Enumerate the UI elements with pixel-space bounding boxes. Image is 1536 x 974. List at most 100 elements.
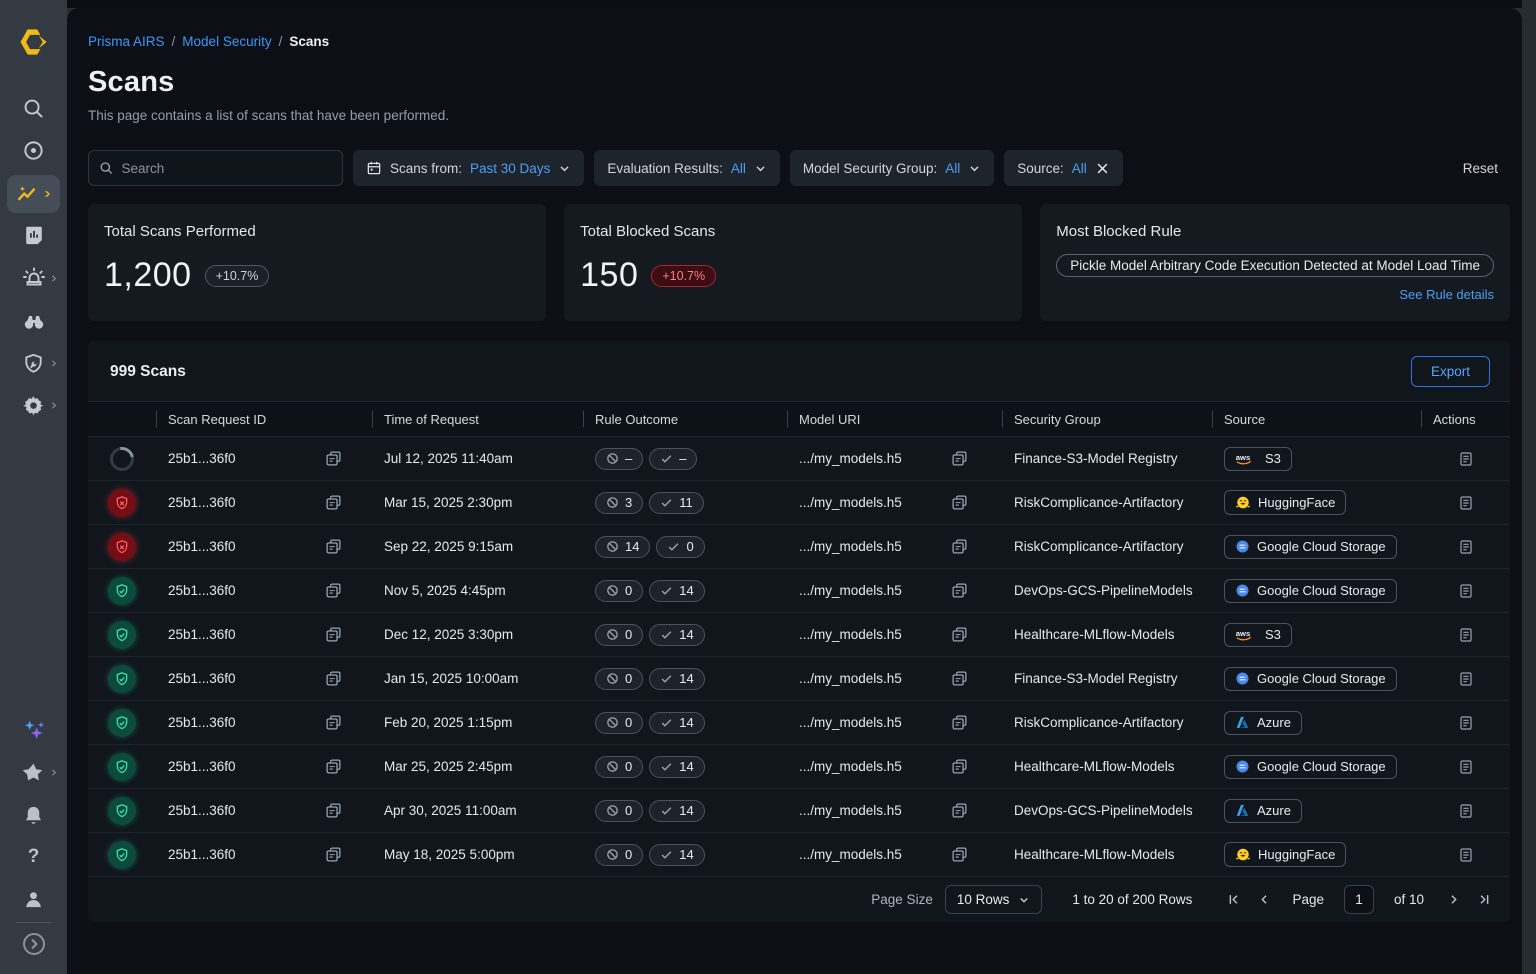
- filter-scans-from[interactable]: Scans from: Past 30 Days: [353, 150, 585, 186]
- row-actions-button[interactable]: [1421, 627, 1510, 643]
- previous-page-button[interactable]: [1257, 892, 1272, 907]
- reset-filters-button[interactable]: Reset: [1462, 160, 1498, 176]
- calendar-icon: [367, 161, 381, 175]
- copy-icon[interactable]: [325, 538, 342, 555]
- blocked-count-pill: 0: [595, 667, 644, 690]
- copy-icon[interactable]: [325, 758, 342, 775]
- search-input[interactable]: [121, 160, 332, 176]
- page-label: Page: [1292, 892, 1324, 907]
- card-title: Total Blocked Scans: [580, 223, 716, 240]
- column-scan-request-id: Scan Request ID: [156, 412, 372, 427]
- sidebar-item-discover[interactable]: [0, 310, 67, 334]
- card-title: Most Blocked Rule: [1056, 223, 1182, 240]
- total-scans-delta-badge: +10.7%: [204, 264, 270, 287]
- copy-icon[interactable]: [951, 582, 968, 599]
- chevron-right-icon: [52, 402, 57, 409]
- sidebar-item-search[interactable]: [0, 97, 67, 120]
- passed-count-icon: [669, 543, 679, 551]
- copy-icon[interactable]: [325, 846, 342, 863]
- breadcrumb-prisma-airs[interactable]: Prisma AIRS: [88, 34, 165, 49]
- export-button[interactable]: Export: [1410, 356, 1490, 387]
- copy-icon[interactable]: [951, 670, 968, 687]
- gear-icon: [23, 396, 44, 416]
- time-of-request: Sep 22, 2025 9:15am: [384, 539, 514, 554]
- breadcrumb-model-security[interactable]: Model Security: [182, 34, 272, 49]
- table-row[interactable]: 25b1...36f0 Jan 15, 2025 10:00am 0 14 ..…: [88, 657, 1510, 701]
- table-row[interactable]: 25b1...36f0 Mar 15, 2025 2:30pm 3 11 ...…: [88, 481, 1510, 525]
- row-actions-button[interactable]: [1421, 759, 1510, 775]
- last-page-button[interactable]: [1477, 892, 1492, 907]
- sidebar-item-help[interactable]: ?: [0, 846, 67, 868]
- time-of-request: May 18, 2025 5:00pm: [384, 847, 515, 862]
- table-row[interactable]: 25b1...36f0 Jul 12, 2025 11:40am – – ...…: [88, 437, 1510, 481]
- row-actions-button[interactable]: [1421, 583, 1510, 599]
- time-of-request: Apr 30, 2025 11:00am: [384, 803, 517, 818]
- copy-icon[interactable]: [325, 582, 342, 599]
- row-actions-button[interactable]: [1421, 495, 1510, 511]
- sidebar-item-account[interactable]: [0, 888, 67, 911]
- copy-icon[interactable]: [325, 450, 342, 467]
- first-page-button[interactable]: [1226, 892, 1241, 907]
- copy-icon[interactable]: [951, 802, 968, 819]
- table-row[interactable]: 25b1...36f0 Feb 20, 2025 1:15pm 0 14 ...…: [88, 701, 1510, 745]
- model-uri: .../my_models.h5: [799, 803, 902, 818]
- filter-label: Scans from:: [390, 160, 463, 176]
- copy-icon[interactable]: [951, 758, 968, 775]
- source-badge: Google Cloud Storage: [1224, 534, 1397, 559]
- page-subtitle: This page contains a list of scans that …: [88, 108, 449, 123]
- sidebar-item-favorites[interactable]: [0, 761, 67, 784]
- row-actions-button[interactable]: [1421, 671, 1510, 687]
- filter-evaluation-results[interactable]: Evaluation Results: All: [594, 150, 780, 186]
- sidebar-item-reports[interactable]: [0, 224, 67, 246]
- copy-icon[interactable]: [325, 802, 342, 819]
- google-cloud-storage-icon: [1236, 540, 1249, 553]
- app-logo[interactable]: [0, 23, 67, 61]
- copy-icon[interactable]: [951, 626, 968, 643]
- blocked-status-icon: [108, 532, 136, 561]
- copy-icon[interactable]: [951, 450, 968, 467]
- security-group: RiskComplicance-Artifactory: [1014, 495, 1184, 510]
- row-actions-button[interactable]: [1421, 803, 1510, 819]
- table-row[interactable]: 25b1...36f0 Nov 5, 2025 4:45pm 0 14 .../…: [88, 569, 1510, 613]
- scan-request-id: 25b1...36f0: [168, 715, 236, 730]
- row-actions-button[interactable]: [1421, 539, 1510, 555]
- sidebar-item-ai-assistant[interactable]: [0, 718, 67, 744]
- sidebar-item-alerts[interactable]: [0, 266, 67, 290]
- sidebar-item-notifications[interactable]: [0, 804, 67, 827]
- sidebar-collapse-button[interactable]: [0, 931, 67, 957]
- row-actions-button[interactable]: [1421, 451, 1510, 467]
- blocked-count-icon: [607, 805, 618, 816]
- sidebar-item-target[interactable]: [0, 139, 67, 162]
- copy-icon[interactable]: [325, 670, 342, 687]
- sidebar-item-security-tools[interactable]: [0, 352, 67, 375]
- row-actions-button[interactable]: [1421, 847, 1510, 863]
- see-rule-details-link[interactable]: See Rule details: [1399, 287, 1494, 302]
- page-number-input[interactable]: [1343, 885, 1374, 914]
- next-page-button[interactable]: [1446, 892, 1461, 907]
- copy-icon[interactable]: [325, 494, 342, 511]
- copy-icon[interactable]: [325, 714, 342, 731]
- time-of-request: Jul 12, 2025 11:40am: [384, 451, 513, 466]
- sidebar-item-scans-active[interactable]: [7, 175, 60, 213]
- table-row[interactable]: 25b1...36f0 May 18, 2025 5:00pm 0 14 ...…: [88, 833, 1510, 877]
- security-group: DevOps-GCS-PipelineModels: [1014, 583, 1193, 598]
- most-blocked-rule-badge[interactable]: Pickle Model Arbitrary Code Execution De…: [1056, 254, 1494, 277]
- filter-security-group[interactable]: Model Security Group: All: [789, 150, 995, 186]
- filter-source[interactable]: Source: All: [1004, 150, 1123, 186]
- chevron-right-icon: [1451, 895, 1457, 904]
- table-row[interactable]: 25b1...36f0 Mar 25, 2025 2:45pm 0 14 ...…: [88, 745, 1510, 789]
- copy-icon[interactable]: [951, 538, 968, 555]
- close-icon[interactable]: [1095, 161, 1110, 176]
- copy-icon[interactable]: [325, 626, 342, 643]
- copy-icon[interactable]: [951, 714, 968, 731]
- table-row[interactable]: 25b1...36f0 Sep 22, 2025 9:15am 14 0 ...…: [88, 525, 1510, 569]
- table-row[interactable]: 25b1...36f0 Apr 30, 2025 11:00am 0 14 ..…: [88, 789, 1510, 833]
- copy-icon[interactable]: [951, 846, 968, 863]
- table-row[interactable]: 25b1...36f0 Dec 12, 2025 3:30pm 0 14 ...…: [88, 613, 1510, 657]
- sidebar-item-settings[interactable]: [0, 394, 67, 417]
- search-box[interactable]: [88, 150, 343, 186]
- page-size-select[interactable]: 10 Rows: [944, 885, 1043, 914]
- copy-icon[interactable]: [951, 494, 968, 511]
- row-actions-button[interactable]: [1421, 715, 1510, 731]
- huggingface-icon: [1236, 848, 1250, 860]
